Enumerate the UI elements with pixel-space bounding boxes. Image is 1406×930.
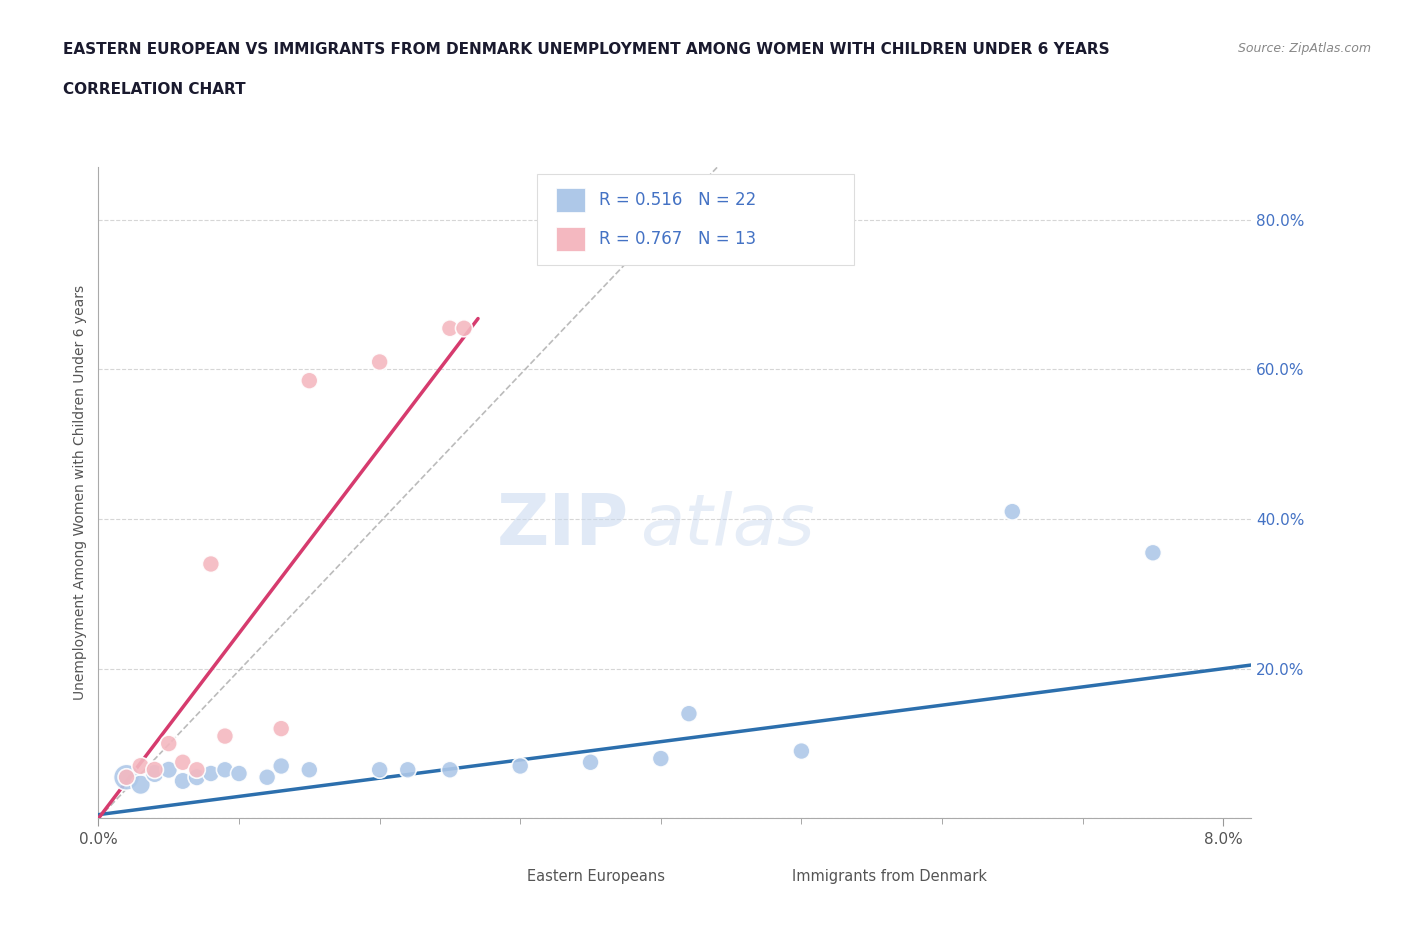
Y-axis label: Unemployment Among Women with Children Under 6 years: Unemployment Among Women with Children U… [73, 286, 87, 700]
Bar [557, 188, 585, 212]
Bar [491, 867, 516, 887]
Text: R = 0.767   N = 13: R = 0.767 N = 13 [599, 230, 756, 248]
Point [439, 763, 461, 777]
Bar [557, 227, 585, 251]
Text: R = 0.516   N = 22: R = 0.516 N = 22 [599, 191, 756, 209]
Point [228, 766, 250, 781]
Point [214, 728, 236, 743]
Point [186, 770, 208, 785]
Point [368, 354, 391, 369]
Point [1142, 545, 1164, 560]
Point [396, 763, 419, 777]
Text: atlas: atlas [640, 491, 815, 560]
Point [157, 737, 180, 751]
Text: Source: ZipAtlas.com: Source: ZipAtlas.com [1237, 42, 1371, 55]
FancyBboxPatch shape [537, 174, 853, 265]
Point [270, 721, 292, 736]
Point [298, 763, 321, 777]
Point [200, 556, 222, 571]
Point [214, 763, 236, 777]
Point [157, 763, 180, 777]
Text: EASTERN EUROPEAN VS IMMIGRANTS FROM DENMARK UNEMPLOYMENT AMONG WOMEN WITH CHILDR: EASTERN EUROPEAN VS IMMIGRANTS FROM DENM… [63, 42, 1109, 57]
Point [1001, 504, 1024, 519]
Point [256, 770, 278, 785]
Point [439, 321, 461, 336]
Point [143, 763, 166, 777]
Point [172, 774, 194, 789]
Point [298, 373, 321, 388]
Point [143, 766, 166, 781]
Text: Eastern Europeans: Eastern Europeans [527, 870, 665, 884]
Point [453, 321, 475, 336]
Point [172, 755, 194, 770]
Point [368, 763, 391, 777]
Text: CORRELATION CHART: CORRELATION CHART [63, 82, 246, 97]
Point [200, 766, 222, 781]
Point [790, 744, 813, 759]
Point [129, 759, 152, 774]
Point [509, 759, 531, 774]
Text: ZIP: ZIP [496, 491, 628, 560]
Point [270, 759, 292, 774]
Point [115, 770, 138, 785]
Point [650, 751, 672, 766]
Bar [755, 867, 780, 887]
Text: Immigrants from Denmark: Immigrants from Denmark [793, 870, 987, 884]
Point [579, 755, 602, 770]
Point [186, 763, 208, 777]
Point [115, 770, 138, 785]
Point [678, 706, 700, 721]
Point [129, 777, 152, 792]
